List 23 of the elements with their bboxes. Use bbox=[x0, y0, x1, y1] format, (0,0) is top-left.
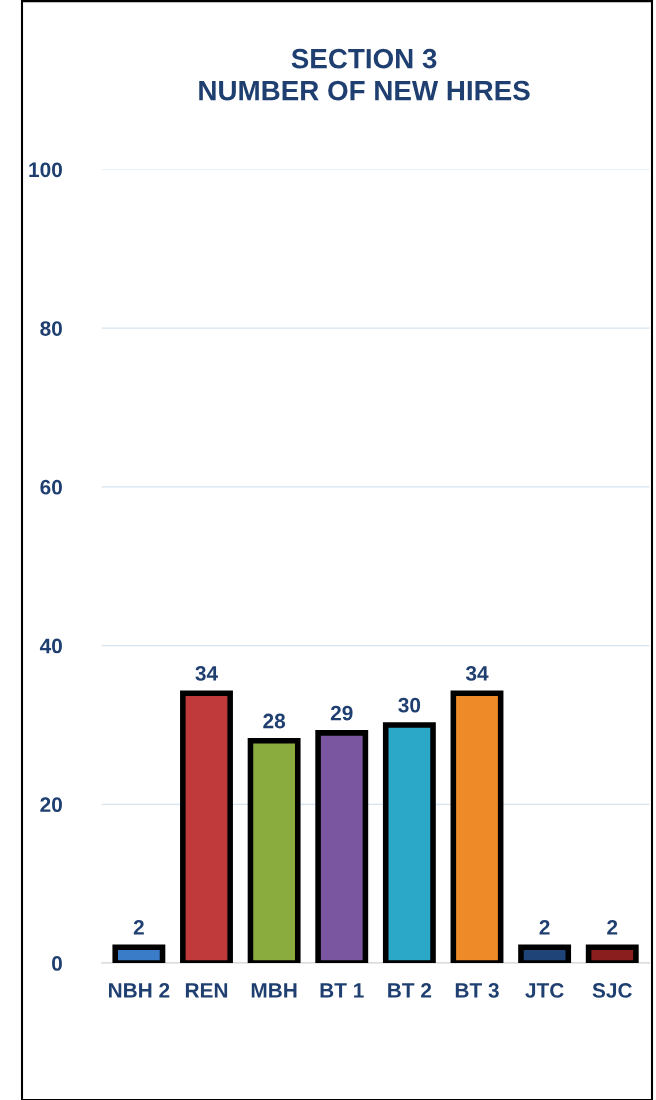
x-tick-label: MBH bbox=[251, 983, 297, 998]
chart-title: SECTION 3 NUMBER OF NEW HIRES bbox=[199, 48, 530, 101]
x-tick-label: BT 2 bbox=[388, 983, 432, 998]
data-label: 34 bbox=[195, 666, 218, 681]
x-tick-label: BT 3 bbox=[455, 983, 499, 998]
x-tick-label: JTC bbox=[525, 983, 564, 998]
x-tick-label: SJC bbox=[592, 983, 632, 998]
y-tick-label: 20 bbox=[40, 797, 62, 813]
y-tick-label: 40 bbox=[39, 638, 62, 654]
y-tick-label: 60 bbox=[40, 479, 62, 495]
y-tick-label: 0 bbox=[52, 956, 62, 971]
data-label: 2 bbox=[133, 919, 144, 935]
data-label: 34 bbox=[465, 666, 489, 681]
y-tick-label: 80 bbox=[40, 321, 62, 336]
data-label: 2 bbox=[607, 919, 618, 935]
x-tick-label: BT 1 bbox=[320, 983, 364, 998]
x-tick-label: REN bbox=[185, 983, 228, 998]
y-tick-label: 100 bbox=[29, 162, 62, 178]
data-label: 29 bbox=[330, 705, 353, 721]
data-label: 30 bbox=[398, 697, 421, 713]
x-tick-label: NBH 2 bbox=[109, 983, 170, 998]
data-label: 2 bbox=[539, 919, 550, 935]
data-label: 28 bbox=[263, 713, 286, 729]
